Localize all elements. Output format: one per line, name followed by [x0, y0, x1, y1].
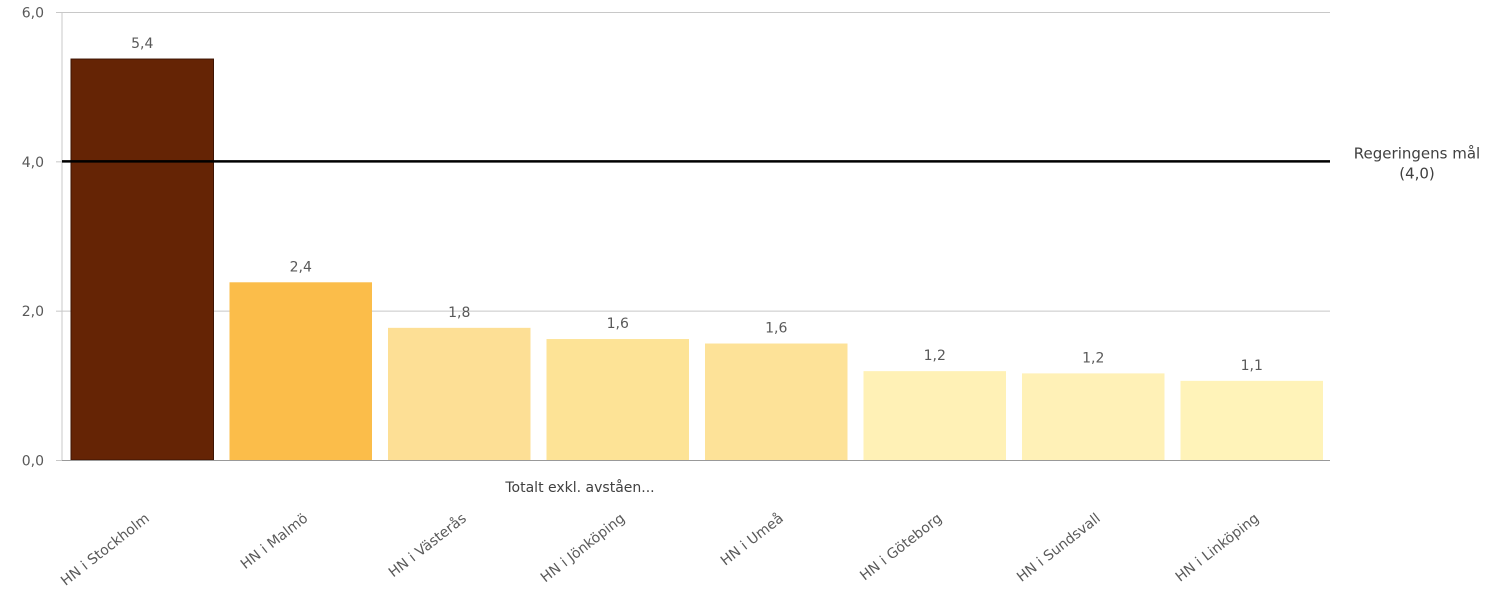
value-label: 1,6 — [765, 321, 787, 337]
value-label: 5,4 — [131, 36, 153, 52]
y-axis-ticks: 0,0 2,0 4,0 6,0 — [22, 6, 44, 470]
x-tick-label: HN i Jönköping — [538, 511, 628, 586]
bar — [863, 371, 1006, 460]
bars — [70, 58, 1323, 461]
value-label: 1,1 — [1241, 358, 1263, 374]
bar — [1022, 373, 1165, 460]
reference-line-label: Regeringens mål — [1354, 144, 1480, 162]
x-tick-label: HN i Sundsvall — [1014, 511, 1104, 586]
x-tick-label: HN i Malmö — [238, 511, 311, 573]
bar — [705, 343, 848, 460]
x-tick-label: HN i Göteborg — [857, 511, 945, 585]
x-tick-label: HN i Linköping — [1173, 511, 1262, 586]
x-tick-label: HN i Västerås — [385, 510, 469, 581]
y-tick-label: 0,0 — [22, 454, 44, 470]
reference-line-value: (4,0) — [1399, 164, 1435, 182]
bar — [70, 58, 214, 461]
x-tick-label: HN i Umeå — [717, 510, 786, 569]
value-label: 1,6 — [607, 316, 629, 332]
value-label: 1,2 — [924, 348, 946, 364]
value-labels: 5,4 2,4 1,8 1,6 1,6 1,2 1,2 1,1 — [131, 36, 1263, 374]
y-tick-label: 4,0 — [22, 155, 44, 171]
y-tick-label: 2,0 — [22, 304, 44, 320]
x-axis-tick-labels: HN i Stockholm HN i Malmö HN i Västerås HN … — [58, 510, 1262, 590]
bar — [1180, 380, 1323, 460]
bar — [229, 282, 372, 460]
bar — [388, 327, 531, 460]
bar — [546, 339, 689, 460]
x-tick-label: HN i Stockholm — [58, 511, 153, 590]
y-tick-label: 6,0 — [22, 6, 44, 22]
value-label: 1,2 — [1082, 350, 1104, 366]
x-axis-title: Totalt exkl. avståen... — [504, 479, 654, 496]
value-label: 1,8 — [448, 305, 470, 321]
value-label: 2,4 — [290, 259, 312, 275]
